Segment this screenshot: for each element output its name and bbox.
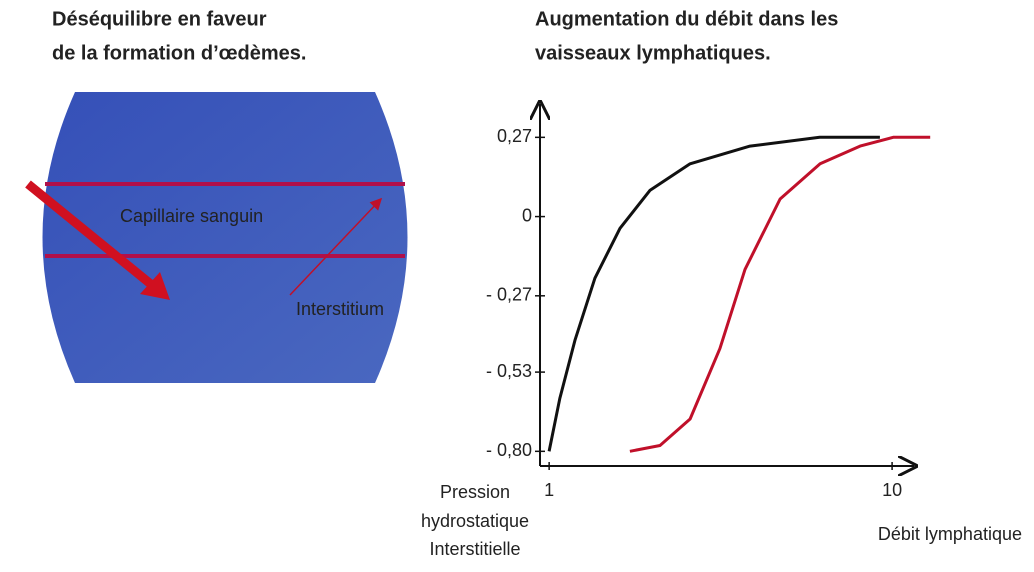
chart-title: Augmentation du débit dans les [535,8,838,30]
curve [630,137,930,451]
y-axis-label: Pression [440,482,510,502]
left-title: de la formation d’œdèmes. [52,42,306,64]
y-axis-label: Interstitielle [429,539,520,559]
curve [549,137,880,451]
chart-title: vaisseaux lymphatiques. [535,42,771,64]
interstitium-label: Interstitium [296,299,384,319]
y-tick-label: 0 [522,205,532,225]
capillary-label: Capillaire sanguin [120,206,263,226]
x-tick-label: 10 [882,480,902,500]
y-tick-label: - 0,53 [486,361,532,381]
x-tick-label: 1 [544,480,554,500]
left-title: Déséquilibre en faveur [52,8,267,30]
y-axis-label: hydrostatique [421,511,529,531]
x-axis-label: Débit lymphatique [878,524,1022,544]
y-tick-label: 0,27 [497,126,532,146]
y-tick-label: - 0,80 [486,440,532,460]
slide: Déséquilibre en faveur de la formation d… [0,0,1034,572]
y-tick-label: - 0,27 [486,285,532,305]
